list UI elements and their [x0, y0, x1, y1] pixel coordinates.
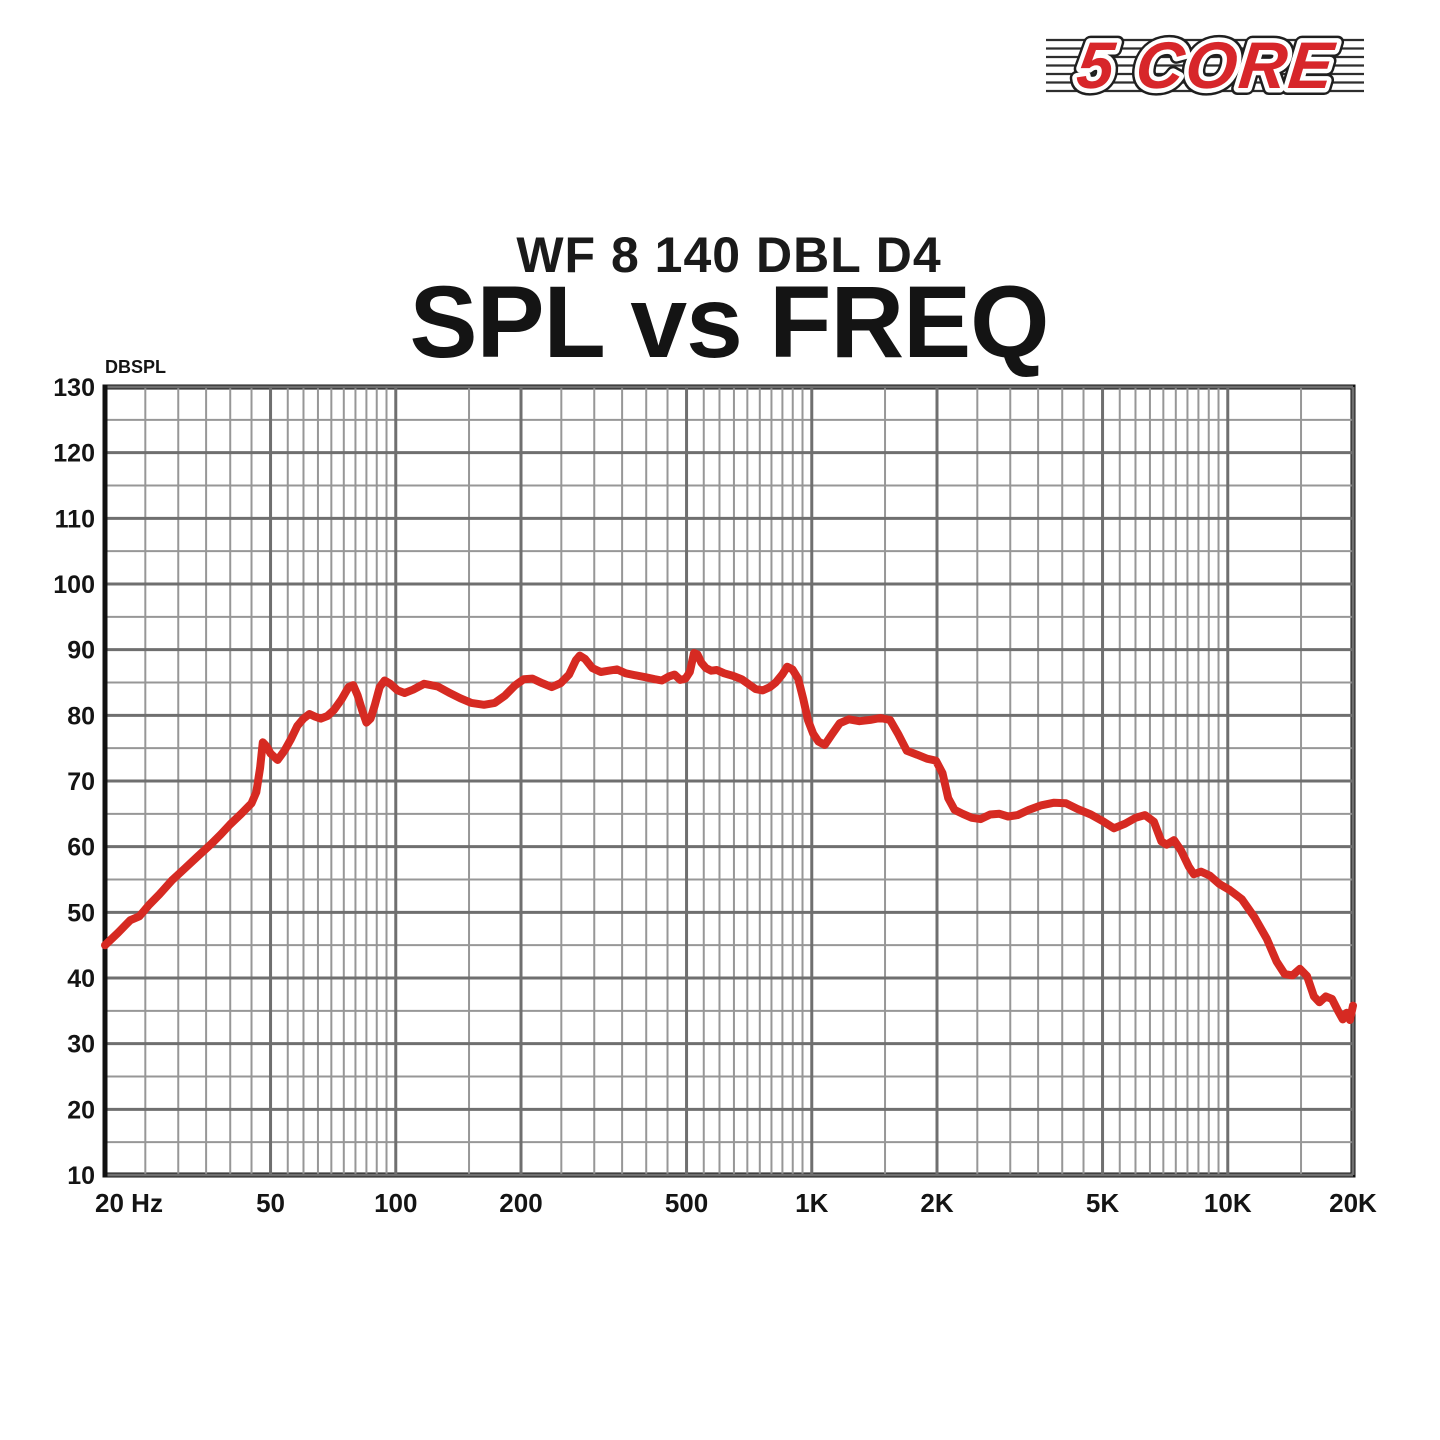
- y-tick-label: 90: [67, 637, 95, 665]
- y-tick-label: 20: [67, 1096, 95, 1124]
- y-tick-label: 30: [67, 1031, 95, 1059]
- x-tick-label: 500: [665, 1188, 708, 1218]
- y-tick-label: 50: [67, 899, 95, 927]
- spl-curve: [101, 649, 1357, 1024]
- y-tick-label: 100: [53, 571, 95, 599]
- chart-subtitle: WF 8 140 DBL D4: [516, 227, 942, 283]
- x-tick-label: 1K: [795, 1188, 828, 1218]
- brand-logo: 5 CORE 5 CORE: [1040, 10, 1370, 114]
- x-tick-label: 20K: [1329, 1188, 1377, 1218]
- logo-text-outline: 5 CORE: [1073, 29, 1338, 103]
- y-tick-labels: 130 120 110 100 90 80 70 60 50 40 30 20 10: [53, 374, 95, 1190]
- y-tick-label: 70: [67, 768, 95, 796]
- grid-major: [103, 385, 1355, 1177]
- y-tick-label: 120: [53, 440, 95, 468]
- x-tick-label: 10K: [1204, 1188, 1252, 1218]
- chart-title: SPL vs FREQ: [409, 265, 1049, 379]
- y-tick-label: 110: [55, 505, 95, 533]
- y-axis-label: DBSPL: [105, 357, 166, 377]
- logo-stripes: [1046, 38, 1364, 93]
- y-tick-label: 130: [53, 374, 95, 402]
- x-tick-label: 5K: [1086, 1188, 1119, 1218]
- brand-logo-graphic: 5 CORE 5 CORE: [1046, 22, 1364, 110]
- y-tick-label: 40: [67, 965, 95, 993]
- x-tick-label: 200: [499, 1188, 542, 1218]
- logo-wordmark: 5 CORE 5 CORE: [1066, 22, 1345, 110]
- logo-text: 5 CORE: [1073, 29, 1338, 103]
- y-tick-label: 60: [67, 834, 95, 862]
- x-tick-label: 20 Hz: [95, 1188, 163, 1218]
- x-tick-labels: 20 Hz 50 100 200 500 1K 2K 5K 10K 20K: [95, 1188, 1377, 1218]
- x-tick-label: 100: [374, 1188, 417, 1218]
- x-tick-label: 2K: [920, 1188, 953, 1218]
- y-tick-label: 80: [67, 702, 95, 730]
- y-tick-label: 10: [67, 1162, 95, 1190]
- x-tick-label: 50: [256, 1188, 285, 1218]
